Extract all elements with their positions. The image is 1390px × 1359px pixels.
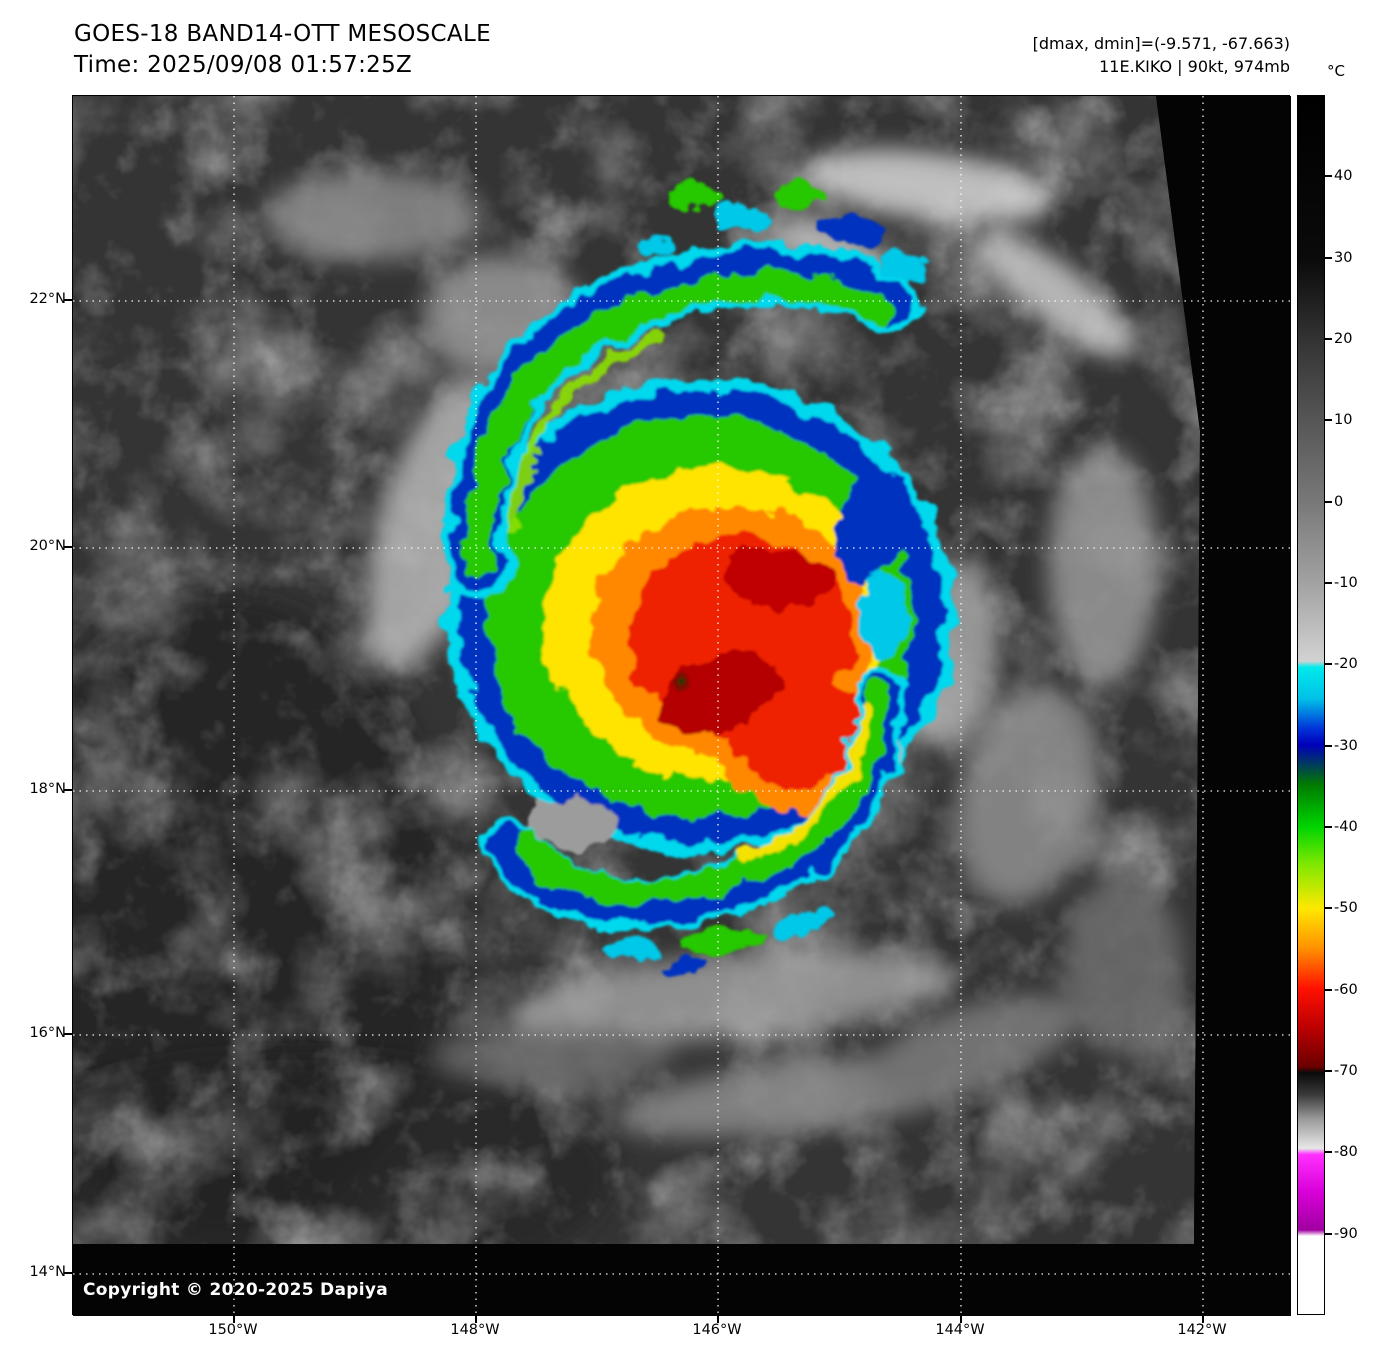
axis-tick-mark: [64, 1033, 72, 1035]
hurricane-kiko: [444, 182, 956, 974]
dmax-dmin-readout: [dmax, dmin]=(-9.571, -67.663): [1032, 34, 1290, 53]
colorbar-tick-mark: [1325, 663, 1332, 665]
axis-tick-mark: [64, 1272, 72, 1274]
colorbar-tick-mark: [1325, 501, 1332, 503]
storm-info: 11E.KIKO | 90kt, 974mb: [1099, 57, 1290, 76]
colorbar-tick-mark: [1325, 419, 1332, 421]
colorbar-tick-label: -70: [1334, 1063, 1358, 1079]
colorbar-tick-mark: [1325, 826, 1332, 828]
colorbar-tick-mark: [1325, 175, 1332, 177]
colorbar-tick-label: -10: [1334, 575, 1358, 591]
lon-tick-label: 148°W: [450, 1322, 500, 1338]
lat-tick-label: 18°N: [29, 781, 66, 797]
colorbar-tick-label: 10: [1334, 412, 1353, 428]
colorbar-tick-label: -90: [1334, 1226, 1358, 1242]
colorbar-tick-label: 40: [1334, 168, 1353, 184]
colorbar-tick-label: -30: [1334, 738, 1358, 754]
colorbar-tick-mark: [1325, 1151, 1332, 1153]
copyright-watermark: Copyright © 2020-2025 Dapiya: [83, 1280, 388, 1300]
axis-tick-mark: [64, 546, 72, 548]
product-title: GOES-18 BAND14-OTT MESOSCALE: [74, 21, 491, 47]
axis-tick-mark: [64, 299, 72, 301]
lat-tick-label: 16°N: [29, 1025, 66, 1041]
axis-tick-mark: [960, 1316, 962, 1323]
colorbar-tick-label: 20: [1334, 331, 1353, 347]
colorbar-tick-label: -80: [1334, 1144, 1358, 1160]
axis-tick-mark: [233, 1316, 235, 1323]
colorbar-tick-mark: [1325, 1070, 1332, 1072]
lon-tick-label: 146°W: [692, 1322, 742, 1338]
lat-tick-label: 14°N: [29, 1264, 66, 1280]
axis-tick-mark: [1202, 1316, 1204, 1323]
colorbar-tick-mark: [1325, 1233, 1332, 1235]
lat-tick-label: 22°N: [29, 291, 66, 307]
colorbar-tick-label: -60: [1334, 982, 1358, 998]
colorbar-tick-mark: [1325, 338, 1332, 340]
product-time: Time: 2025/09/08 01:57:25Z: [74, 52, 413, 78]
colorbar-tick-label: 0: [1334, 494, 1344, 510]
satellite-map: Copyright © 2020-2025 Dapiya: [72, 95, 1291, 1316]
axis-tick-mark: [64, 789, 72, 791]
lon-tick-label: 142°W: [1177, 1322, 1227, 1338]
colorbar-tick-mark: [1325, 257, 1332, 259]
colorbar-tick-mark: [1325, 907, 1332, 909]
colorbar-tick-mark: [1325, 745, 1332, 747]
axis-tick-mark: [475, 1316, 477, 1323]
bright-clouds: [263, 148, 1183, 1137]
colorbar: [1297, 95, 1325, 1315]
colorbar-tick-mark: [1325, 989, 1332, 991]
axis-tick-mark: [717, 1316, 719, 1323]
colorbar-tick-label: 30: [1334, 250, 1353, 266]
graticule-gridlines: [73, 96, 1291, 1316]
lon-tick-label: 150°W: [208, 1322, 258, 1338]
colorbar-tick-label: -50: [1334, 900, 1358, 916]
satellite-image: [73, 96, 1291, 1316]
colorbar-tick-mark: [1325, 582, 1332, 584]
colorbar-tick-label: -20: [1334, 656, 1358, 672]
lat-tick-label: 20°N: [29, 538, 66, 554]
data-region: [73, 96, 1200, 1244]
lon-tick-label: 144°W: [935, 1322, 985, 1338]
colorbar-tick-label: -40: [1334, 819, 1358, 835]
colorbar-unit-label: °C: [1327, 62, 1345, 80]
